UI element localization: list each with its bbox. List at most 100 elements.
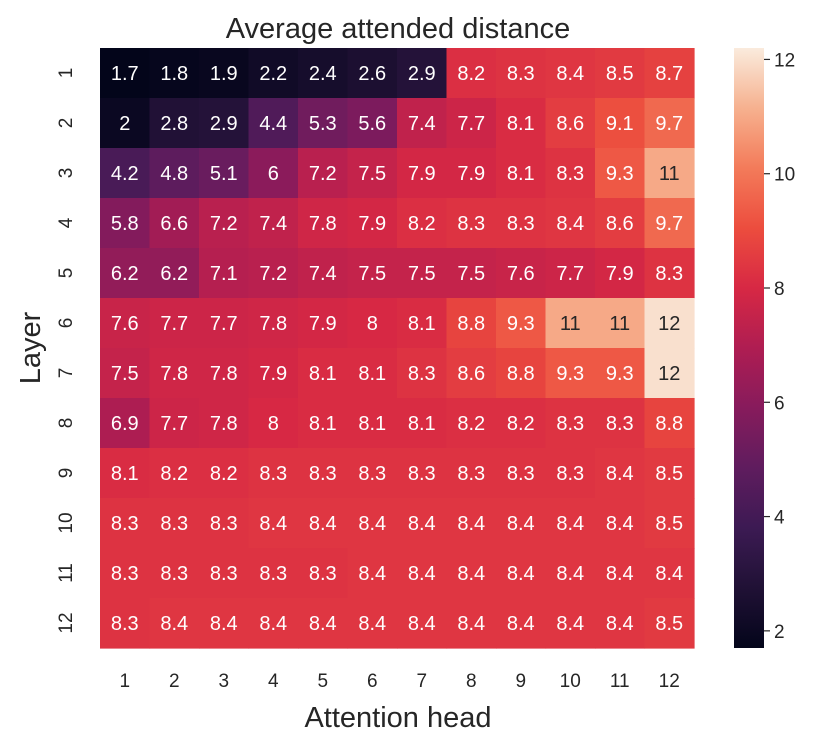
cell-value-label: 7.5 [408,263,436,285]
cell-value-label: 8.3 [160,563,188,585]
x-tick-label: 8 [466,671,477,692]
cell-value-label: 8.3 [507,213,535,235]
heatmap-cell [545,398,596,449]
heatmap-cell [446,298,497,349]
x-tick-label: 2 [169,671,180,692]
cell-value-label: 8.2 [408,213,436,235]
x-tick-label: 3 [218,671,229,692]
cell-value-label: 7.5 [457,263,485,285]
cell-value-label: 12 [658,363,680,385]
heatmap-cell [298,248,349,299]
cell-value-label: 8.1 [309,413,337,435]
cell-value-label: 8.6 [556,113,584,135]
x-tick-label: 5 [317,671,328,692]
cell-value-label: 8.3 [111,613,139,635]
heatmap-cell [248,548,299,599]
heatmap-cell [446,598,497,649]
heatmap-cell [100,498,151,549]
heatmap-cell [347,298,398,349]
cell-value-label: 8.3 [606,413,634,435]
y-tick-label: 5 [56,268,77,279]
heatmap-cell [644,498,695,549]
heatmap-cell [199,148,250,199]
cell-value-label: 7.9 [606,263,634,285]
cell-value-label: 8.2 [457,413,485,435]
heatmap-cell [397,598,448,649]
heatmap-cell [545,48,596,99]
heatmap-cell [149,548,200,599]
cell-value-label: 2.6 [358,63,386,85]
heatmap-cell [644,598,695,649]
cell-value-label: 8.1 [507,163,535,185]
heatmap-cell [347,348,398,399]
heatmap-cell [248,348,299,399]
cell-value-label: 8.4 [457,613,485,635]
x-tick-label: 11 [610,671,630,692]
heatmap-cell [644,548,695,599]
cell-value-label: 2.4 [309,63,337,85]
heatmap-cell [100,198,151,249]
cell-value-label: 8.3 [111,563,139,585]
heatmap-cell [545,448,596,499]
cell-value-label: 8.1 [507,113,535,135]
cell-value-label: 7.6 [111,313,139,335]
cell-value-label: 8.4 [309,613,337,635]
cell-value-label: 9.3 [606,163,634,185]
cell-value-label: 5.1 [210,163,238,185]
cell-value-label: 11 [560,313,581,335]
heatmap-cell [149,348,200,399]
cell-value-label: 8.2 [160,463,188,485]
heatmap-cell [496,148,547,199]
heatmap-cell [595,348,646,399]
cell-annotations: 1.7 1.8 1.9 2.2 2.4 2.6 2.9 8.2 8.3 8.4 8.5 8.7 2 2.8… [111,63,683,635]
heatmap-cell [545,248,596,299]
heatmap-cell [397,48,448,99]
heatmap-cell [446,148,497,199]
cell-value-label: 7.7 [210,313,238,335]
heatmap-cell [199,48,250,99]
cell-value-label: 7.5 [358,163,386,185]
cell-value-label: 2 [119,113,130,135]
cell-value-label: 7.8 [259,313,287,335]
cell-value-label: 8.5 [655,513,683,535]
cell-value-label: 8.4 [507,513,535,535]
heatmap-cell [248,198,299,249]
cell-value-label: 8.3 [408,463,436,485]
heatmap-cell [496,198,547,249]
y-tick-label: 12 [56,612,77,633]
cell-value-label: 1.8 [160,63,188,85]
heatmap-cell [446,98,497,149]
heatmap-cell [298,48,349,99]
cell-value-label: 7.4 [309,263,337,285]
cell-value-label: 8.4 [606,563,634,585]
heatmap-cell [595,148,646,199]
cell-value-label: 8.4 [457,563,485,585]
cell-value-label: 9.3 [606,363,634,385]
heatmap-cell [397,348,448,399]
cell-value-label: 8.4 [408,513,436,535]
heatmap-cell [100,348,151,399]
heatmap-cell [347,48,398,99]
heatmap-cell [149,598,200,649]
cell-value-label: 8.4 [358,563,386,585]
cell-value-label: 8 [268,413,279,435]
heatmap-cell [545,148,596,199]
heatmap-cell [496,48,547,99]
cell-value-label: 8.4 [507,563,535,585]
cell-value-label: 7.9 [457,163,485,185]
heatmap-cell [545,198,596,249]
heatmap-cell [199,498,250,549]
heatmap-cell [595,598,646,649]
heatmap-cell [644,248,695,299]
heatmap-cell [298,298,349,349]
cell-value-label: 8 [367,313,378,335]
y-axis-label: Layer [15,311,47,384]
cell-value-label: 8.8 [655,413,683,435]
heatmap-cell [347,198,398,249]
cell-value-label: 6.2 [111,263,139,285]
cell-value-label: 8.2 [457,63,485,85]
heatmap-cell [298,448,349,499]
cell-value-label: 8.1 [358,363,386,385]
heatmap-cell [397,448,448,499]
